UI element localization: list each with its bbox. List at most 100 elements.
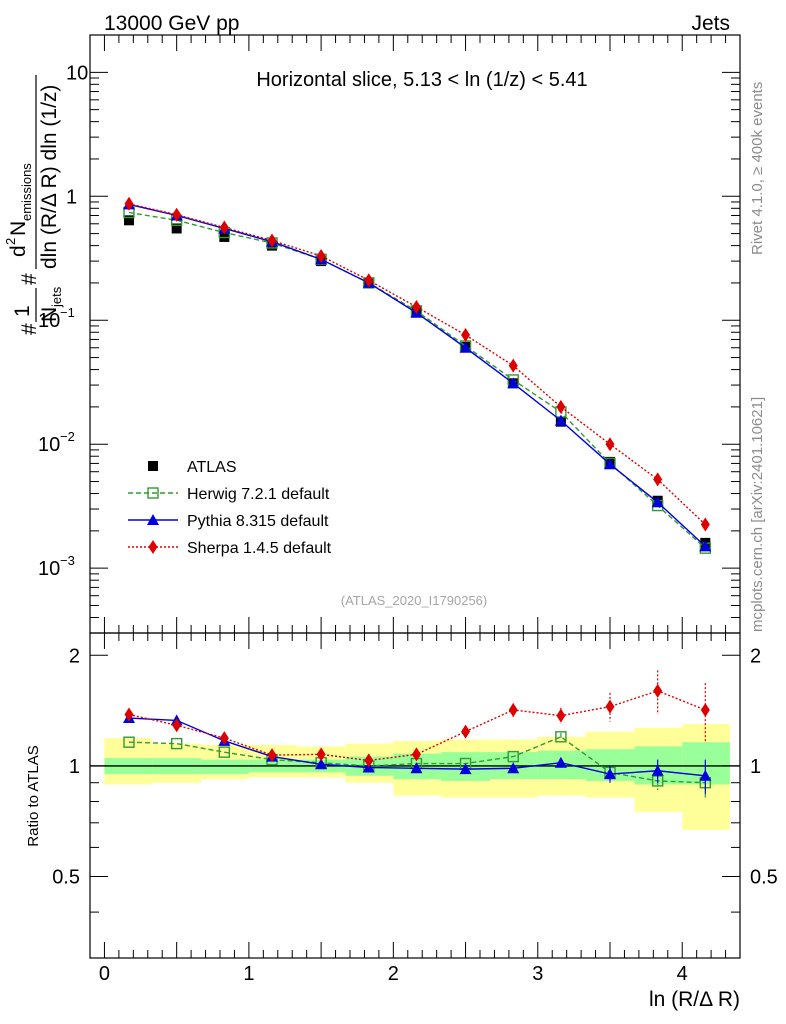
ylabel-n: N xyxy=(7,221,30,236)
data-point-sherpa xyxy=(605,437,615,452)
data-point-sherpa xyxy=(411,299,421,314)
data-point-pythia xyxy=(507,377,520,389)
main-y-tick-label: 10 xyxy=(38,434,60,456)
data-point-pythia xyxy=(651,496,664,508)
legend-label-sherpa: Sherpa 1.4.5 default xyxy=(187,540,332,557)
data-point-sherpa xyxy=(653,472,663,487)
data-point-sherpa xyxy=(124,196,134,211)
ratio-y-tick-label-right: 1 xyxy=(750,756,761,778)
ylabel-hash-2: # xyxy=(18,273,41,285)
ratio-point-pythia xyxy=(699,769,712,781)
ylabel-frac-num: 1 xyxy=(11,305,34,317)
ratio-point-sherpa xyxy=(508,702,518,717)
ratio-point-herwig xyxy=(170,737,183,750)
data-point-sherpa xyxy=(700,517,710,532)
x-tick-label: 4 xyxy=(677,963,688,985)
ratio-data-layer xyxy=(123,670,712,798)
ratio-y-tick-label-right: 0.5 xyxy=(750,866,778,888)
ratio-point-herwig xyxy=(218,746,231,758)
ratio-point-sherpa xyxy=(411,747,421,762)
legend-marker-atlas xyxy=(148,461,158,471)
ratio-y-tick-label-left: 0.5 xyxy=(52,866,80,888)
ratio-point-pythia xyxy=(507,762,520,774)
data-point-sherpa xyxy=(219,220,229,235)
main-y-tick-label: 10 xyxy=(38,310,60,332)
x-axis-label: ln (R/Δ R) xyxy=(649,988,740,1011)
legend-label-herwig: Herwig 7.2.1 default xyxy=(187,486,330,503)
data-point-pythia xyxy=(459,341,472,353)
ratio-point-herwig xyxy=(555,731,567,743)
data-point-sherpa xyxy=(172,207,182,222)
data-point-sherpa xyxy=(508,358,518,373)
x-tick-label: 1 xyxy=(243,963,254,985)
ratio-point-herwig xyxy=(123,736,135,748)
mcplots-label: mcplots.cern.ch [arXiv:2401.10621] xyxy=(749,397,766,632)
ratio-point-sherpa xyxy=(267,748,277,763)
ratio-y-tick-label-right: 2 xyxy=(750,645,761,667)
ratio-point-pythia xyxy=(651,764,664,776)
ratio-y-axis-label: Ratio to ATLAS xyxy=(25,745,42,846)
data-point-sherpa xyxy=(267,233,277,248)
main-y-axis-label: # 1 N jets # d 2 N emissions dln (R/Δ R)… xyxy=(3,75,64,335)
ratio-y-tick-label-left: 2 xyxy=(69,645,80,667)
main-y-tick-label: 10 xyxy=(66,62,88,84)
ylabel-frac-den: N xyxy=(38,307,61,322)
main-y-tick-label: 10 xyxy=(38,558,60,580)
ratio-point-herwig xyxy=(507,750,519,763)
ylabel-denominator: dln (R/Δ R) dln (1/z) xyxy=(38,85,61,269)
data-point-pythia xyxy=(554,414,567,426)
ratio-point-sherpa xyxy=(556,708,566,723)
ratio-point-pythia xyxy=(459,763,472,775)
ratio-point-sherpa xyxy=(653,683,663,698)
x-tick-label: 2 xyxy=(388,963,399,985)
jets-label: Jets xyxy=(691,12,730,35)
ratio-point-pythia xyxy=(410,762,423,774)
legend-marker-pythia xyxy=(147,514,159,525)
energy-label: 13000 GeV pp xyxy=(104,12,239,35)
data-point-atlas xyxy=(124,215,134,226)
data-point-sherpa xyxy=(316,248,326,263)
x-tick-label: 3 xyxy=(532,963,543,985)
ylabel-n-sub: emissions xyxy=(19,163,34,221)
ratio-plot-frame xyxy=(89,632,741,959)
band-green-bin xyxy=(201,759,249,775)
data-point-pythia xyxy=(699,540,712,552)
ylabel-d: d xyxy=(7,245,30,257)
ratio-point-sherpa xyxy=(316,747,326,762)
ratio-point-sherpa xyxy=(364,753,374,768)
data-point-sherpa xyxy=(556,399,566,414)
ylabel-hash-1: # xyxy=(18,323,41,335)
main-y-tick-exponent: −3 xyxy=(60,553,75,568)
series-line-sherpa xyxy=(128,203,706,526)
data-point-pythia xyxy=(604,458,616,470)
ratio-y-tick-label-left: 1 xyxy=(69,756,80,778)
main-y-tick-exponent: −1 xyxy=(60,305,75,320)
ratio-point-pythia xyxy=(315,758,328,770)
ratio-point-sherpa xyxy=(700,702,710,717)
legend-label-atlas: ATLAS xyxy=(187,459,237,476)
ratio-point-sherpa xyxy=(461,724,471,739)
legend-marker-sherpa xyxy=(148,540,158,554)
rivet-version-label: Rivet 4.1.0, ≥ 400k events xyxy=(749,82,766,255)
ylabel-d-sup: 2 xyxy=(3,238,18,245)
main-plot-title: Horizontal slice, 5.13 < ln (1/z) < 5.41 xyxy=(256,69,587,91)
legend-marker-herwig xyxy=(147,487,159,499)
ratio-point-sherpa xyxy=(219,731,229,746)
data-point-sherpa xyxy=(461,328,471,343)
ratio-axis-ticks: 0.5 0.5 1 1 2 2 0 1 2 3 4 xyxy=(52,633,778,985)
ylabel-frac-den-sub: jets xyxy=(49,286,64,308)
analysis-id-watermark: (ATLAS_2020_I1790256) xyxy=(341,593,487,608)
ratio-point-sherpa xyxy=(605,699,615,714)
ratio-uncertainty-bands xyxy=(90,724,740,830)
ratio-point-sherpa xyxy=(172,718,182,733)
ratio-point-pythia xyxy=(554,756,567,768)
main-y-tick-label: 1 xyxy=(66,186,77,208)
legend-label-pythia: Pythia 8.315 default xyxy=(187,513,329,530)
ratio-point-sherpa xyxy=(124,707,134,722)
data-point-sherpa xyxy=(364,273,374,288)
main-data-layer xyxy=(123,196,712,554)
ratio-point-pythia xyxy=(604,768,616,780)
main-y-tick-exponent: −2 xyxy=(60,429,75,444)
